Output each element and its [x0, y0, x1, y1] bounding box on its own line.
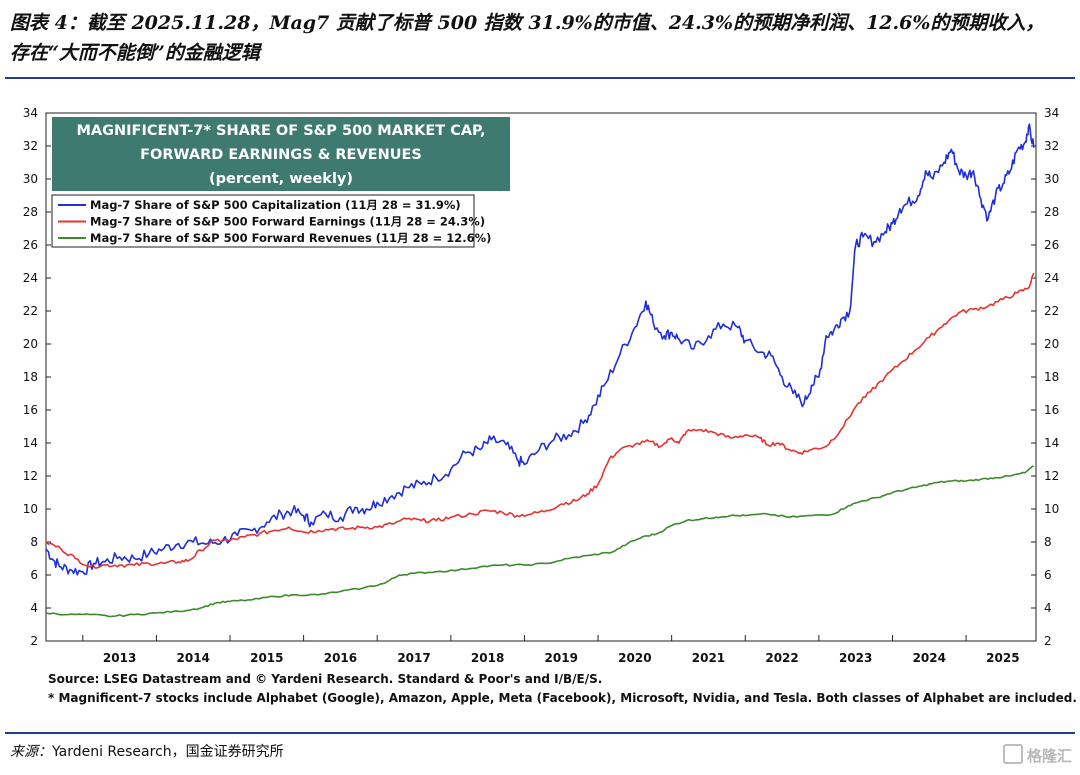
y-tick-label-left: 8 [30, 535, 38, 549]
bottom-rule [5, 732, 1075, 734]
y-tick-label-right: 26 [1044, 238, 1059, 252]
y-tick-label-left: 14 [23, 436, 38, 450]
x-tick-label: 2023 [839, 651, 872, 665]
y-tick-label-right: 34 [1044, 106, 1059, 120]
source-text: Yardeni Research，国金证券研究所 [52, 744, 284, 760]
footnote-line: Source: LSEG Datastream and © Yardeni Re… [48, 672, 602, 686]
x-tick-label: 2025 [986, 651, 1019, 665]
series-line-revenues [45, 465, 1034, 618]
chart-title-line: (percent, weekly) [209, 171, 353, 187]
y-tick-label-left: 2 [30, 634, 38, 648]
x-tick-label: 2022 [765, 651, 798, 665]
y-tick-label-right: 2 [1044, 634, 1052, 648]
series-line-cap [45, 123, 1035, 576]
y-tick-label-left: 24 [23, 271, 38, 285]
watermark-logo-icon [1002, 744, 1023, 764]
series-lines [45, 123, 1035, 618]
chart-frame [45, 112, 1037, 642]
title-box-background [52, 117, 510, 191]
chart-title-line: MAGNIFICENT-7* SHARE OF S&P 500 MARKET C… [76, 123, 485, 139]
y-tick-label-left: 28 [23, 205, 38, 219]
legend-box [51, 194, 475, 248]
y-tick-label-left: 34 [23, 106, 38, 120]
legend-label: Mag-7 Share of S&P 500 Forward Revenues … [90, 231, 491, 245]
y-tick-label-right: 6 [1044, 568, 1052, 582]
y-tick-label-left: 18 [23, 370, 38, 384]
y-tick-label-right: 28 [1044, 205, 1059, 219]
x-tick-label: 2015 [250, 651, 283, 665]
y-tick-label-right: 8 [1044, 535, 1052, 549]
legend: Mag-7 Share of S&P 500 Capitalization (1… [51, 194, 491, 248]
y-tick-label-left: 32 [23, 139, 38, 153]
caption-line-2: 存在“大而不能倒”的金融逻辑 [10, 42, 260, 64]
caption-line-1: 图表 4：截至 2025.11.28，Mag7 贡献了标普 500 指数 31.… [10, 12, 1045, 34]
figure-caption: 图表 4：截至 2025.11.28，Mag7 贡献了标普 500 指数 31.… [10, 8, 1072, 68]
y-tick-label-right: 30 [1044, 172, 1059, 186]
x-tick-label: 2019 [545, 651, 578, 665]
y-tick-label-right: 18 [1044, 370, 1059, 384]
series-line-earnings [45, 272, 1035, 569]
x-tick-label: 2014 [177, 651, 210, 665]
x-tick-label: 2021 [692, 651, 725, 665]
chart-title-box: MAGNIFICENT-7* SHARE OF S&P 500 MARKET C… [52, 117, 510, 191]
y-tick-label-right: 22 [1044, 304, 1059, 318]
x-tick-label: 2016 [324, 651, 357, 665]
x-tick-label: 2017 [397, 651, 430, 665]
x-tick-label: 2013 [103, 651, 136, 665]
legend-label: Mag-7 Share of S&P 500 Forward Earnings … [90, 215, 485, 229]
y-tick-label-right: 24 [1044, 271, 1059, 285]
y-tick-label-right: 14 [1044, 436, 1059, 450]
plot-border [45, 112, 1037, 642]
y-tick-label-left: 22 [23, 304, 38, 318]
x-tick-label: 2018 [471, 651, 504, 665]
legend-label: Mag-7 Share of S&P 500 Capitalization (1… [90, 198, 461, 212]
y-tick-label-left: 10 [23, 502, 38, 516]
footnote-line: * Magnificent-7 stocks include Alphabet … [48, 691, 1077, 705]
watermark-text: 格隆汇 [1026, 747, 1072, 765]
y-tick-label-left: 6 [30, 568, 38, 582]
y-tick-label-left: 20 [23, 337, 38, 351]
x-axis: 2013 2014 2015 2016 2017 2018 2019 2020 2021 2022… [82, 635, 1020, 665]
y-tick-label-right: 4 [1044, 601, 1052, 615]
y-tick-label-left: 12 [23, 469, 38, 483]
y-tick-label-left: 4 [30, 601, 38, 615]
y-tick-label-right: 20 [1044, 337, 1059, 351]
x-tick-label: 2024 [913, 651, 946, 665]
y-tick-label-right: 10 [1044, 502, 1059, 516]
y-tick-label-right: 16 [1044, 403, 1059, 417]
source-note: 来源：Yardeni Research，国金证券研究所 [10, 741, 284, 761]
footnotes: Source: LSEG Datastream and © Yardeni Re… [48, 672, 1077, 705]
chart-title-line: FORWARD EARNINGS & REVENUES [140, 147, 422, 163]
y-tick-label-right: 12 [1044, 469, 1059, 483]
y-tick-label-right: 32 [1044, 139, 1059, 153]
y-tick-label-left: 26 [23, 238, 38, 252]
y-tick-label-left: 16 [23, 403, 38, 417]
x-tick-label: 2020 [618, 651, 651, 665]
source-prefix: 来源： [10, 744, 52, 760]
top-rule [5, 77, 1075, 79]
y-tick-label-left: 30 [23, 172, 38, 186]
watermark: 格隆汇 [1002, 744, 1072, 766]
